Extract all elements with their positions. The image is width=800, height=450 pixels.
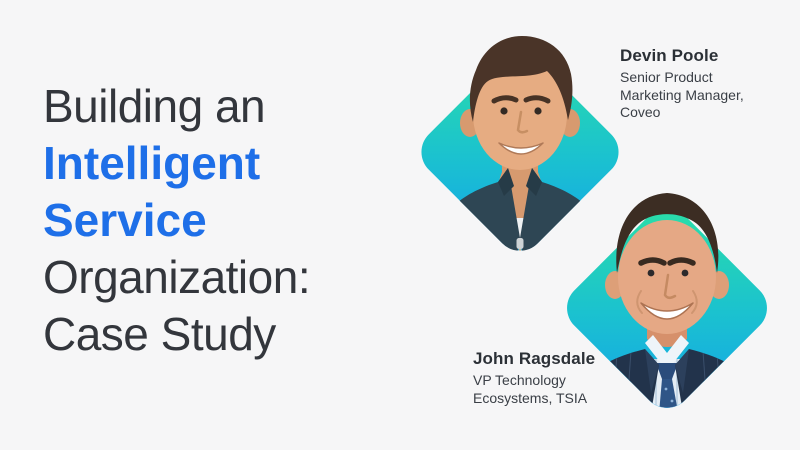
title-line-2-accent: Intelligent	[43, 137, 261, 189]
speaker-role-line: Ecosystems, TSIA	[473, 389, 588, 406]
page-title: Building an Intelligent Service Organiza…	[43, 78, 311, 363]
speaker-name: John Ragsdale	[473, 349, 596, 368]
john-ragsdale-headshot	[557, 193, 777, 419]
title-line-3-accent: Service	[43, 194, 207, 246]
title-line-1: Building an	[43, 80, 266, 132]
speaker-role-line: Senior Product	[620, 69, 713, 85]
speaker-card-john-ragsdale: John Ragsdale VP Technology Ecosystems, …	[473, 349, 595, 407]
devin-hair	[469, 36, 573, 122]
john-head	[605, 193, 729, 334]
speaker-role-line: Coveo	[620, 104, 661, 120]
speaker-role-line: VP Technology	[473, 372, 566, 388]
john-hair	[616, 193, 719, 273]
devin-head	[460, 36, 580, 170]
speaker-card-devin-poole: Devin Poole Senior Product Marketing Man…	[620, 46, 744, 122]
title-line-5: Case Study	[43, 308, 276, 360]
devin-poole-headshot	[422, 36, 618, 262]
speaker-role-line: Marketing Manager,	[620, 86, 744, 103]
title-line-4: Organization:	[43, 251, 311, 303]
speaker-name: Devin Poole	[620, 46, 719, 65]
